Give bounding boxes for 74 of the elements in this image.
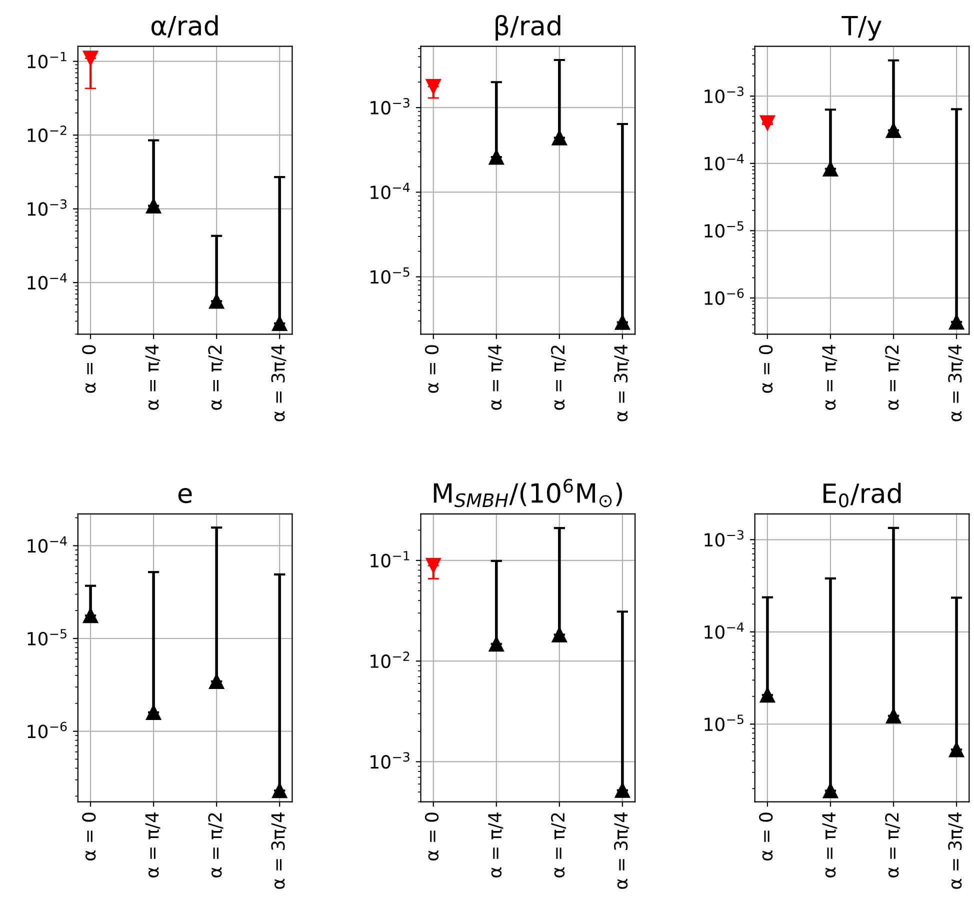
x-tick-label: α = 3π/4: [948, 344, 964, 422]
y-tick-label: 10$^{−3}$: [370, 752, 410, 769]
chart-title: E$_{0}$/rad: [824, 482, 901, 508]
x-tick-label: α = π/2: [551, 813, 566, 878]
chart-title: α/rad: [151, 15, 218, 38]
point: [82, 50, 98, 66]
x-tick-label: α = π/4: [145, 812, 160, 878]
chart-title: e: [178, 488, 192, 504]
point: [426, 558, 442, 574]
y-tick-label: 10$^{−5}$: [370, 267, 410, 284]
point: [822, 783, 838, 798]
point: [552, 130, 568, 146]
point: [822, 161, 838, 176]
y-tick-label: 10$^{−5}$: [704, 714, 744, 732]
point: [272, 316, 288, 332]
x-tick-label: α = π/2: [885, 346, 900, 410]
x-tick-label: α = 3π/4: [271, 344, 286, 422]
x-tick-label: α = π/2: [208, 346, 224, 410]
y-tick-label: 10$^{−3}$: [28, 199, 67, 216]
x-tick-label: α = π/4: [822, 812, 838, 878]
point: [886, 708, 902, 724]
chart-title: M$_{SMBH}$/(10$^{6}$M$_{⊙}$): [434, 478, 622, 508]
y-tick-label: 10$^{−6}$: [704, 288, 744, 305]
x-tick-label: α = 0: [759, 345, 773, 393]
y-tick-label: 10$^{−1}$: [28, 52, 66, 68]
point: [146, 704, 162, 720]
chart-title: T/y: [842, 16, 882, 41]
x-tick-label: α = π/4: [488, 344, 504, 410]
y-tick-label: 10$^{−5}$: [28, 629, 66, 646]
point: [948, 314, 964, 330]
point: [760, 115, 776, 131]
y-tick-label: 10$^{−1}$: [370, 551, 410, 568]
x-tick-label: α = 0: [759, 812, 773, 860]
x-tick-label: α = π/2: [208, 813, 224, 878]
y-tick-label: 10$^{−3}$: [704, 530, 744, 547]
y-tick-label: 10$^{−4}$: [28, 536, 67, 553]
x-tick-label: α = π/4: [488, 812, 504, 878]
x-tick-label: α = 0: [82, 345, 96, 393]
x-tick-label: α = 3π/4: [614, 344, 630, 422]
point: [82, 608, 98, 624]
y-tick-label: 10$^{−4}$: [28, 273, 67, 290]
y-tick-label: 10$^{−4}$: [704, 622, 744, 639]
point: [614, 782, 630, 798]
point: [426, 78, 442, 94]
chart-title: β/rad: [496, 14, 560, 41]
point: [614, 314, 630, 330]
y-tick-label: 10$^{−3}$: [370, 98, 410, 115]
y-tick-label: 10$^{−3}$: [704, 86, 744, 104]
x-tick-label: α = 0: [424, 812, 439, 860]
point: [948, 742, 964, 758]
x-tick-label: α = 3π/4: [614, 812, 630, 889]
y-tick-label: 10$^{−2}$: [28, 126, 66, 142]
y-tick-label: 10$^{−2}$: [370, 652, 410, 668]
x-tick-label: α = 3π/4: [271, 812, 286, 889]
y-tick-label: 10$^{−4}$: [370, 182, 410, 200]
y-tick-label: 10$^{−5}$: [704, 221, 744, 238]
y-tick-label: 10$^{−6}$: [28, 722, 67, 738]
x-tick-label: α = π/2: [885, 813, 900, 878]
point: [760, 687, 776, 703]
point: [146, 198, 162, 214]
point: [886, 122, 902, 138]
x-tick-label: α = π/4: [822, 344, 838, 410]
point: [488, 149, 504, 165]
point: [208, 674, 224, 690]
x-tick-label: α = 0: [82, 812, 96, 860]
point: [272, 782, 288, 798]
x-tick-label: α = π/2: [551, 346, 566, 410]
point: [552, 627, 568, 642]
point: [208, 294, 224, 309]
x-tick-label: α = 0: [424, 345, 439, 393]
x-tick-label: α = π/4: [145, 344, 160, 410]
point: [488, 636, 504, 652]
x-tick-label: α = 3π/4: [948, 812, 964, 889]
y-tick-label: 10$^{−4}$: [704, 154, 744, 170]
